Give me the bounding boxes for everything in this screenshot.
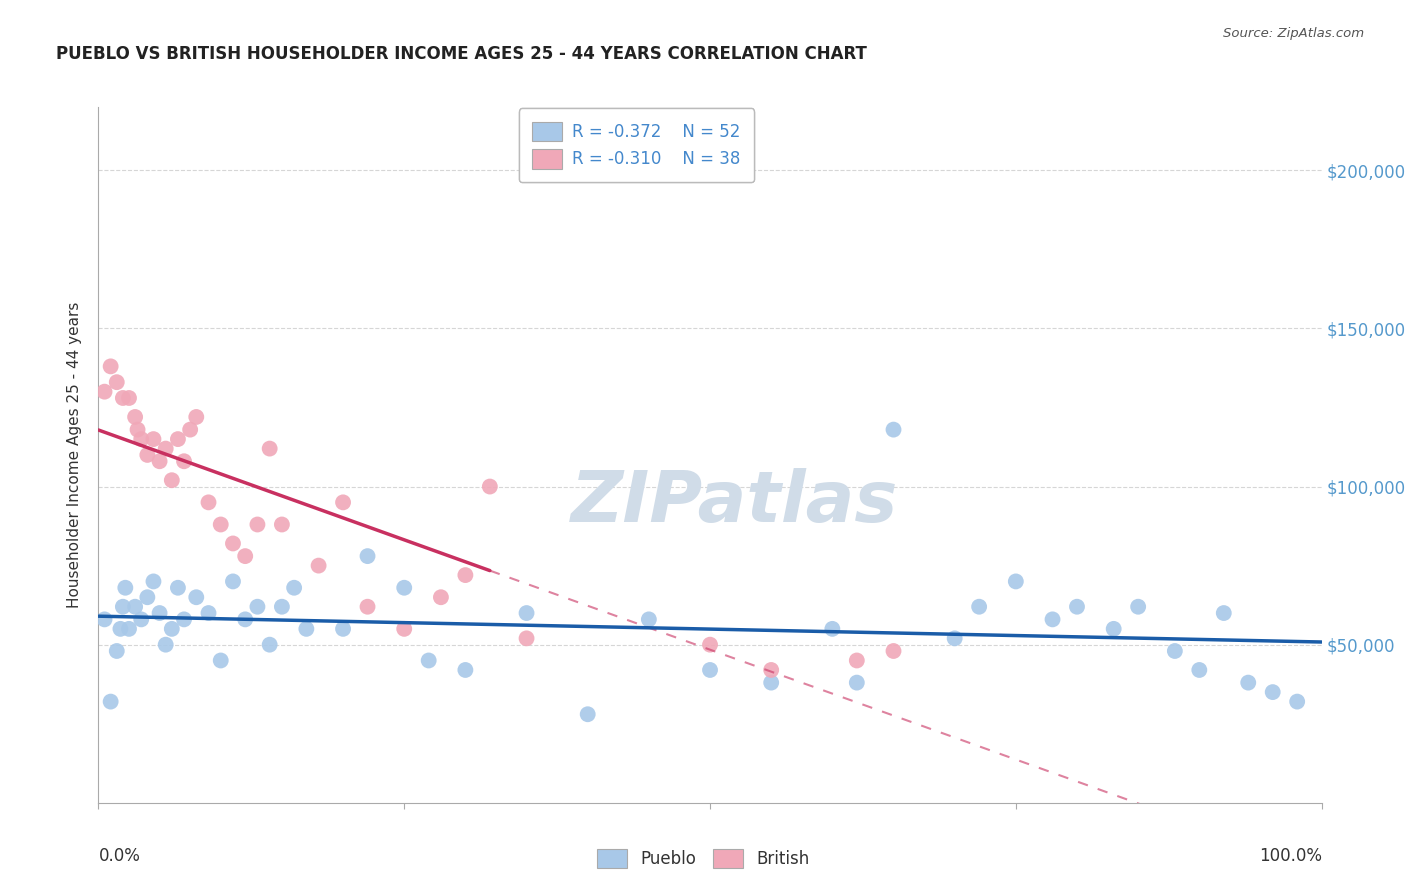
Point: [332, 622, 354, 636]
Point: [118, 391, 141, 405]
Point: [1066, 599, 1088, 614]
Point: [283, 581, 305, 595]
Point: [516, 606, 538, 620]
Point: [114, 581, 136, 595]
Point: [222, 574, 245, 589]
Point: [1102, 622, 1125, 636]
Point: [246, 517, 269, 532]
Point: [160, 622, 183, 636]
Point: [332, 495, 354, 509]
Point: [149, 606, 172, 620]
Point: [129, 612, 152, 626]
Point: [1128, 599, 1150, 614]
Point: [1286, 695, 1309, 709]
Point: [127, 423, 149, 437]
Point: [209, 653, 232, 667]
Point: [883, 423, 905, 437]
Point: [1212, 606, 1234, 620]
Point: [699, 638, 721, 652]
Point: [967, 599, 990, 614]
Point: [155, 638, 177, 652]
Point: [259, 442, 281, 456]
Point: [1237, 675, 1260, 690]
Point: [118, 622, 141, 636]
Point: [160, 473, 183, 487]
Point: [100, 695, 122, 709]
Point: [883, 644, 905, 658]
Point: [173, 612, 195, 626]
Point: [1188, 663, 1211, 677]
Point: [356, 599, 378, 614]
Point: [167, 581, 190, 595]
Point: [430, 591, 453, 605]
Point: [638, 612, 661, 626]
Point: [233, 549, 256, 563]
Point: [209, 517, 232, 532]
Point: [418, 653, 440, 667]
Point: [149, 454, 172, 468]
Point: [142, 432, 165, 446]
Point: [136, 591, 159, 605]
Legend: Pueblo, British: Pueblo, British: [591, 842, 815, 875]
Point: [270, 517, 294, 532]
Point: [179, 423, 201, 437]
Point: [173, 454, 195, 468]
Point: [93, 384, 115, 399]
Point: [699, 663, 721, 677]
Point: [124, 409, 146, 424]
Point: [124, 599, 146, 614]
Point: [576, 707, 599, 722]
Point: [392, 622, 416, 636]
Point: [129, 432, 152, 446]
Point: [454, 663, 477, 677]
Point: [1042, 612, 1064, 626]
Point: [105, 375, 128, 389]
Point: [295, 622, 318, 636]
Text: 100.0%: 100.0%: [1258, 847, 1322, 865]
Point: [761, 675, 783, 690]
Point: [222, 536, 245, 550]
Point: [392, 581, 416, 595]
Point: [308, 558, 330, 573]
Point: [197, 606, 219, 620]
Point: [110, 622, 132, 636]
Point: [233, 612, 256, 626]
Point: [111, 599, 134, 614]
Point: [1261, 685, 1284, 699]
Y-axis label: Householder Income Ages 25 - 44 years: Householder Income Ages 25 - 44 years: [67, 301, 83, 608]
Text: Source: ZipAtlas.com: Source: ZipAtlas.com: [1223, 27, 1364, 40]
Point: [761, 663, 783, 677]
Point: [1164, 644, 1187, 658]
Point: [155, 442, 177, 456]
Point: [845, 675, 868, 690]
Point: [356, 549, 378, 563]
Point: [142, 574, 165, 589]
Point: [197, 495, 219, 509]
Text: 0.0%: 0.0%: [98, 847, 141, 865]
Point: [516, 632, 538, 646]
Point: [943, 632, 966, 646]
Point: [167, 432, 190, 446]
Point: [136, 448, 159, 462]
Point: [186, 591, 208, 605]
Point: [845, 653, 868, 667]
Text: PUEBLO VS BRITISH HOUSEHOLDER INCOME AGES 25 - 44 YEARS CORRELATION CHART: PUEBLO VS BRITISH HOUSEHOLDER INCOME AGE…: [56, 45, 868, 62]
Point: [270, 599, 294, 614]
Point: [246, 599, 269, 614]
Point: [93, 612, 115, 626]
Legend: R = -0.372    N = 52, R = -0.310    N = 38: R = -0.372 N = 52, R = -0.310 N = 38: [519, 109, 754, 182]
Point: [100, 359, 122, 374]
Point: [478, 479, 501, 493]
Point: [259, 638, 281, 652]
Point: [454, 568, 477, 582]
Text: ZIPatlas: ZIPatlas: [571, 468, 898, 537]
Point: [111, 391, 134, 405]
Point: [821, 622, 844, 636]
Point: [186, 409, 208, 424]
Point: [105, 644, 128, 658]
Point: [1004, 574, 1026, 589]
